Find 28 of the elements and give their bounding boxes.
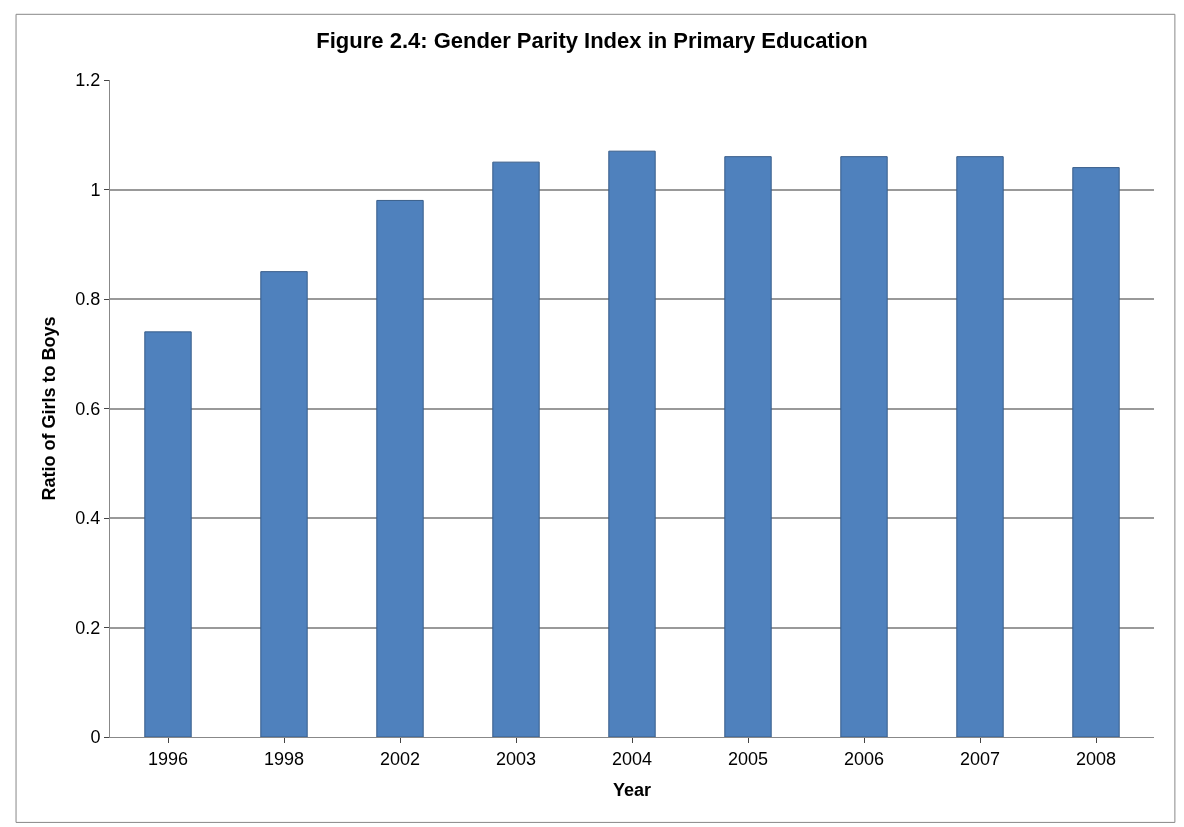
y-tick-label: 1.2 (75, 70, 101, 91)
bar (956, 156, 1004, 737)
y-tick-label: 0 (90, 727, 101, 748)
bar (144, 331, 192, 737)
x-tick-label: 2007 (959, 748, 1001, 769)
bar (260, 271, 308, 737)
bar (840, 156, 888, 737)
y-tick-label: 0.2 (75, 617, 101, 638)
y-tick-label: 0.8 (75, 289, 101, 310)
x-tick-label: 1998 (263, 748, 305, 769)
x-tick-label: 2002 (379, 748, 421, 769)
chart-title: Figure 2.4: Gender Parity Index in Primary Education (316, 28, 868, 54)
x-tick-label: 2004 (611, 748, 653, 769)
x-axis-title: Year (612, 779, 652, 800)
x-tick-label: 2008 (1075, 748, 1117, 769)
x-tick-label: 1996 (147, 748, 189, 769)
y-tick-label: 0.6 (75, 398, 101, 419)
x-tick-label: 2005 (727, 748, 769, 769)
bar (376, 199, 424, 737)
bar (608, 150, 656, 737)
bar (492, 161, 540, 737)
y-tick-label: 0.4 (75, 508, 101, 529)
y-tick-label: 1 (90, 179, 101, 200)
bar (724, 156, 772, 737)
bar (1072, 167, 1120, 737)
y-axis-title: Ratio of Girls to Boys (38, 316, 59, 501)
x-tick-label: 2003 (495, 748, 537, 769)
x-tick-label: 2006 (843, 748, 885, 769)
